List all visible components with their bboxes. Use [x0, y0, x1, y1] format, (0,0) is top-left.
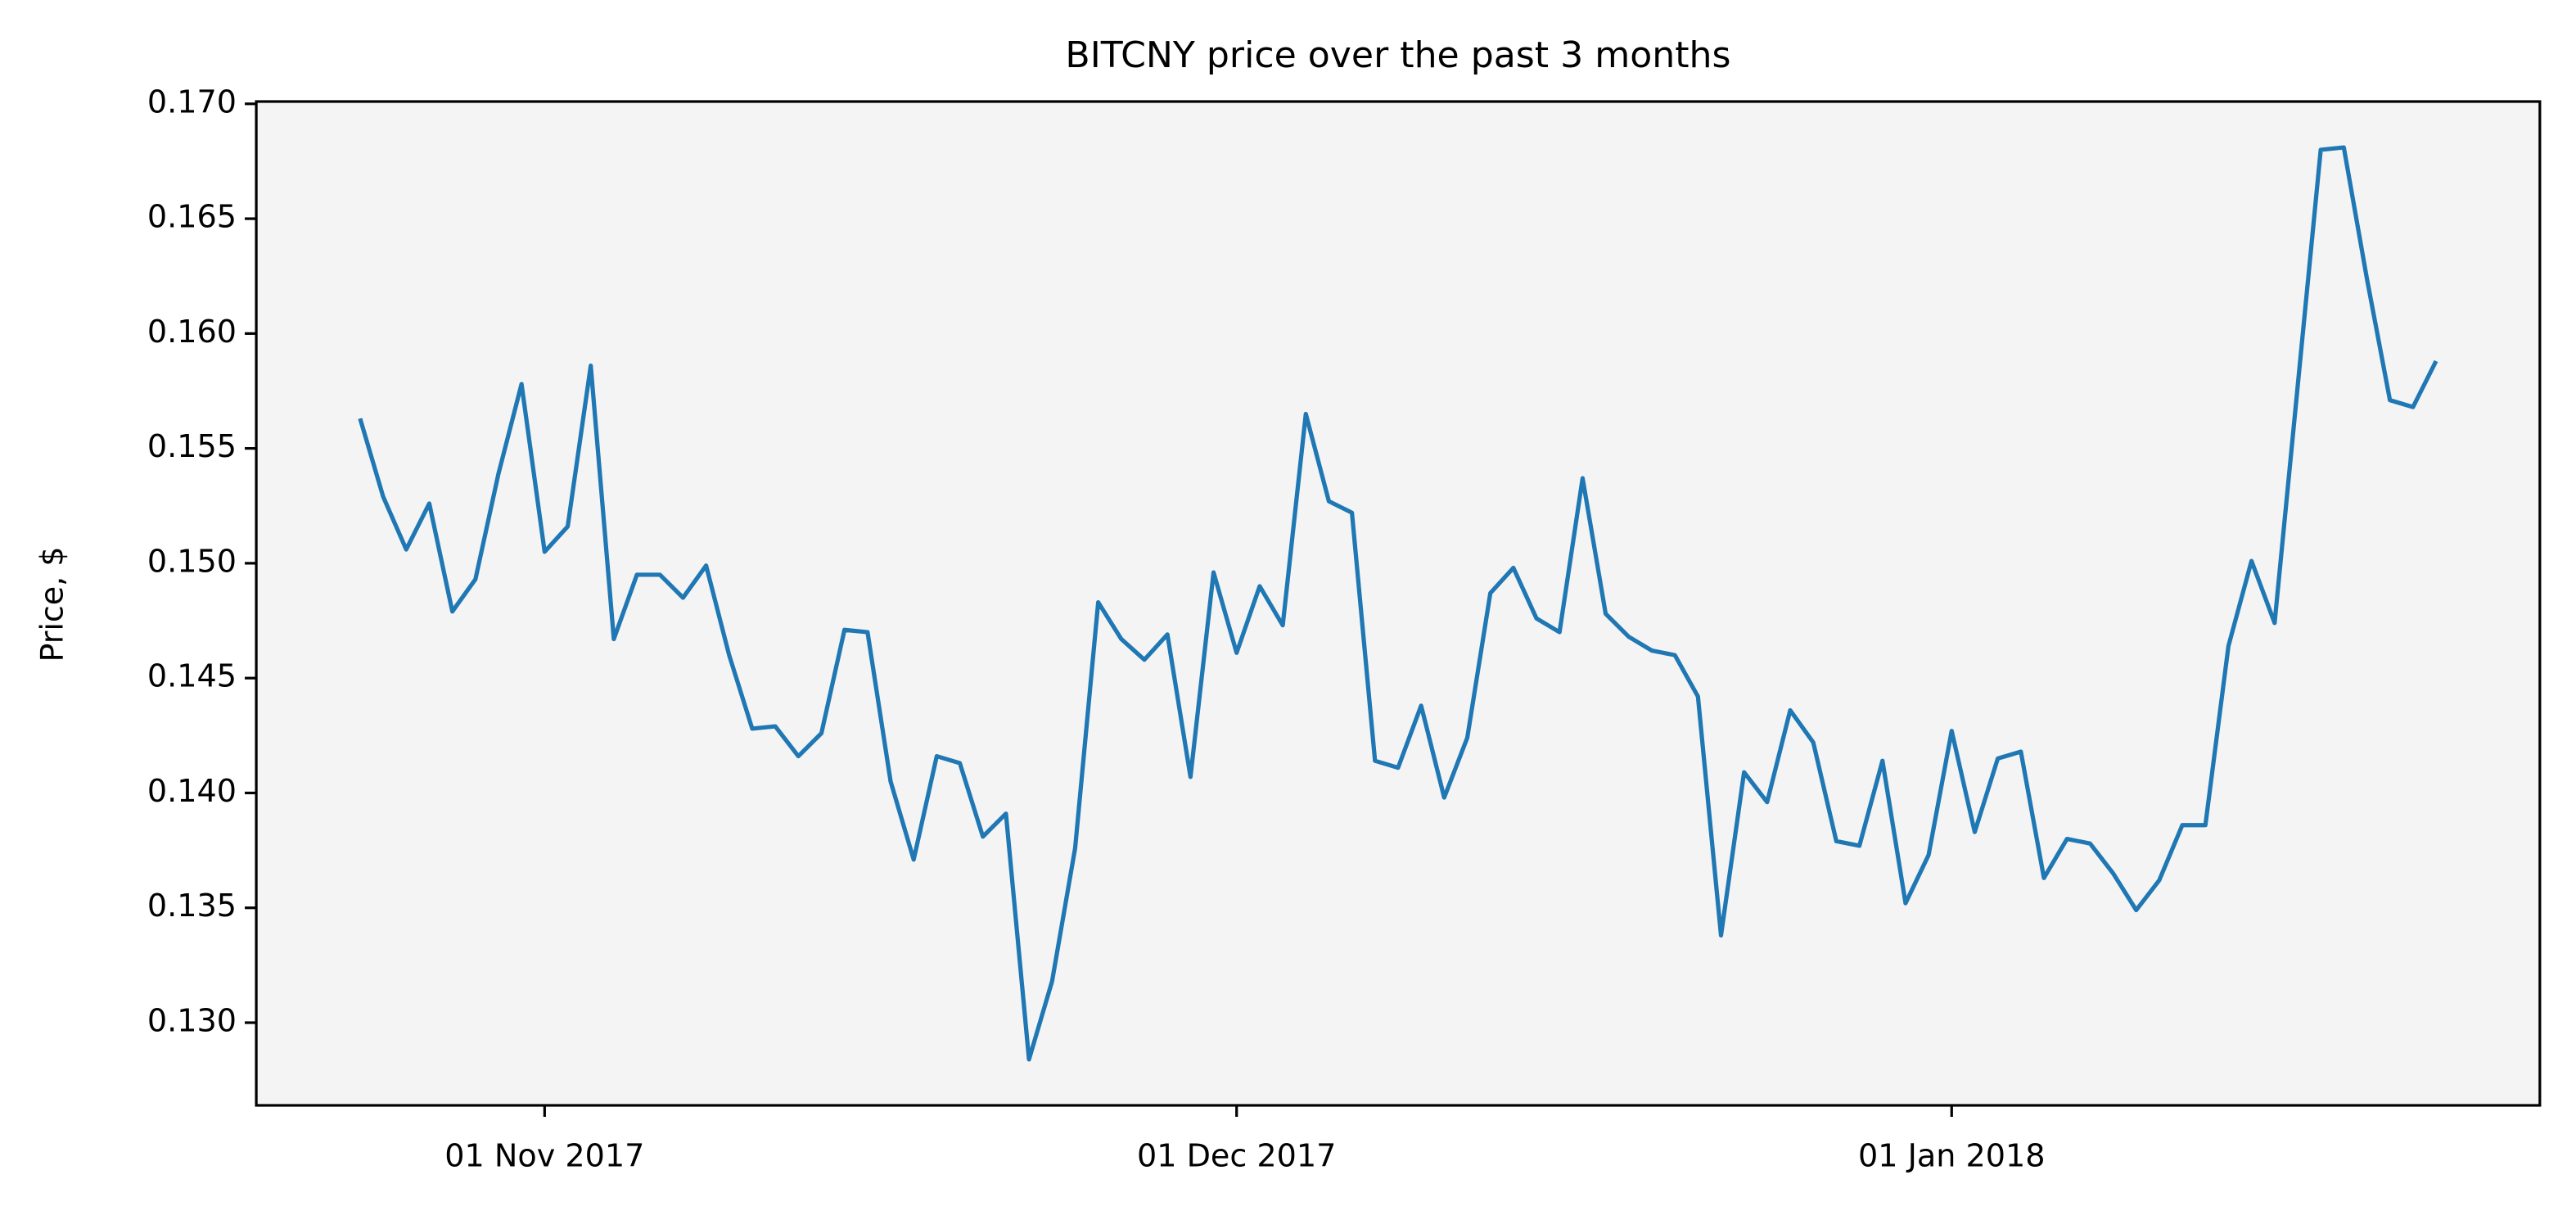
y-tick-label: 0.160: [147, 314, 237, 350]
y-axis-label: Price, $: [34, 547, 70, 662]
x-tick-label: 01 Dec 2017: [1137, 1138, 1336, 1174]
y-tick-label: 0.170: [147, 84, 237, 120]
plot-frame: [255, 100, 2542, 1107]
x-tick-label: 01 Nov 2017: [444, 1138, 644, 1174]
y-tick-label: 0.165: [147, 199, 237, 235]
y-tick-label: 0.135: [147, 888, 237, 924]
y-tick-label: 0.130: [147, 1003, 237, 1039]
y-tick-label: 0.140: [147, 773, 237, 809]
chart-title: BITCNY price over the past 3 months: [1065, 34, 1730, 76]
plot-background: [256, 102, 2540, 1105]
x-tick-label: 01 Jan 2018: [1858, 1138, 2045, 1174]
y-tick-label: 0.145: [147, 658, 237, 694]
y-tick-label: 0.150: [147, 543, 237, 579]
y-tick-label: 0.155: [147, 428, 237, 464]
price-line: [358, 145, 2438, 1062]
